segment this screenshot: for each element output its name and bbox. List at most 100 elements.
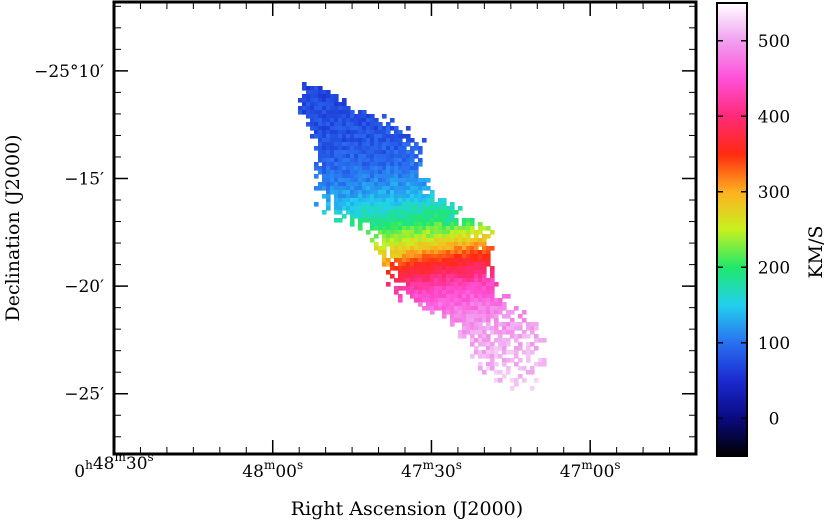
velocity-pixel bbox=[398, 222, 403, 227]
velocity-pixel bbox=[430, 194, 435, 199]
velocity-pixel bbox=[314, 146, 319, 151]
velocity-pixel bbox=[478, 278, 483, 283]
velocity-pixel bbox=[398, 134, 403, 139]
velocity-pixel bbox=[458, 226, 463, 231]
velocity-pixel bbox=[438, 234, 443, 239]
velocity-pixel bbox=[482, 278, 487, 283]
velocity-pixel bbox=[338, 186, 343, 191]
velocity-pixel bbox=[318, 106, 323, 111]
velocity-pixel bbox=[342, 194, 347, 199]
velocity-pixel bbox=[342, 162, 347, 167]
velocity-pixel bbox=[426, 210, 431, 215]
velocity-pixel bbox=[474, 242, 479, 247]
velocity-pixel bbox=[482, 274, 487, 279]
velocity-pixel bbox=[442, 202, 447, 207]
velocity-pixel bbox=[478, 286, 483, 291]
x-tick-label: 48m00s bbox=[242, 458, 303, 482]
velocity-pixel bbox=[438, 242, 443, 247]
velocity-pixel bbox=[386, 198, 391, 203]
velocity-pixel bbox=[434, 238, 439, 243]
velocity-pixel bbox=[382, 262, 387, 267]
velocity-pixel bbox=[346, 210, 351, 215]
velocity-pixel bbox=[458, 306, 463, 311]
velocity-pixel bbox=[362, 218, 367, 223]
velocity-pixel bbox=[314, 202, 319, 207]
velocity-pixel bbox=[446, 262, 451, 267]
velocity-pixel bbox=[322, 126, 327, 131]
velocity-pixel bbox=[430, 246, 435, 251]
velocity-pixel bbox=[334, 186, 339, 191]
velocity-pixel bbox=[350, 150, 355, 155]
velocity-pixel bbox=[470, 354, 475, 359]
velocity-pixel bbox=[414, 282, 419, 287]
velocity-pixel bbox=[326, 206, 331, 211]
velocity-pixel bbox=[362, 138, 367, 143]
velocity-pixel bbox=[374, 190, 379, 195]
velocity-pixel bbox=[462, 226, 467, 231]
velocity-pixel bbox=[370, 178, 375, 183]
velocity-pixel bbox=[402, 210, 407, 215]
velocity-pixel bbox=[462, 282, 467, 287]
velocity-pixel bbox=[514, 306, 519, 311]
velocity-pixel bbox=[446, 298, 451, 303]
velocity-map bbox=[298, 82, 547, 391]
velocity-pixel bbox=[386, 226, 391, 231]
velocity-pixel bbox=[410, 158, 415, 163]
velocity-pixel bbox=[434, 298, 439, 303]
velocity-pixel bbox=[414, 218, 419, 223]
velocity-pixel bbox=[386, 258, 391, 263]
velocity-pixel bbox=[418, 278, 423, 283]
velocity-pixel bbox=[402, 194, 407, 199]
velocity-pixel bbox=[302, 82, 307, 87]
velocity-pixel bbox=[346, 126, 351, 131]
velocity-pixel bbox=[358, 134, 363, 139]
velocity-pixel bbox=[366, 190, 371, 195]
velocity-pixel bbox=[406, 182, 411, 187]
velocity-pixel bbox=[450, 258, 455, 263]
velocity-pixel bbox=[322, 150, 327, 155]
velocity-pixel bbox=[430, 250, 435, 255]
velocity-pixel bbox=[390, 178, 395, 183]
velocity-pixel bbox=[490, 310, 495, 315]
velocity-pixel bbox=[406, 134, 411, 139]
velocity-pixel bbox=[454, 234, 459, 239]
velocity-pixel bbox=[406, 202, 411, 207]
velocity-pixel bbox=[494, 318, 499, 323]
velocity-pixel bbox=[350, 190, 355, 195]
velocity-pixel bbox=[386, 150, 391, 155]
velocity-pixel bbox=[390, 246, 395, 251]
velocity-pixel bbox=[422, 246, 427, 251]
velocity-pixel bbox=[414, 262, 419, 267]
velocity-pixel bbox=[438, 266, 443, 271]
velocity-pixel bbox=[362, 198, 367, 203]
velocity-pixel bbox=[426, 234, 431, 239]
velocity-pixel bbox=[414, 194, 419, 199]
velocity-pixel bbox=[334, 102, 339, 107]
velocity-pixel bbox=[454, 258, 459, 263]
velocity-pixel bbox=[326, 106, 331, 111]
velocity-pixel bbox=[338, 110, 343, 115]
velocity-pixel bbox=[402, 186, 407, 191]
velocity-pixel bbox=[386, 230, 391, 235]
velocity-pixel bbox=[434, 266, 439, 271]
velocity-pixel bbox=[522, 330, 527, 335]
velocity-pixel bbox=[366, 218, 371, 223]
velocity-pixel bbox=[446, 310, 451, 315]
velocity-pixel bbox=[466, 246, 471, 251]
velocity-pixel bbox=[506, 342, 511, 347]
velocity-pixel bbox=[378, 214, 383, 219]
velocity-pixel bbox=[474, 330, 479, 335]
velocity-pixel bbox=[374, 166, 379, 171]
velocity-pixel bbox=[418, 210, 423, 215]
velocity-pixel bbox=[390, 242, 395, 247]
velocity-pixel bbox=[322, 98, 327, 103]
velocity-pixel bbox=[358, 110, 363, 115]
velocity-pixel bbox=[502, 338, 507, 343]
velocity-pixel bbox=[438, 294, 443, 299]
velocity-pixel bbox=[338, 218, 343, 223]
velocity-pixel bbox=[354, 114, 359, 119]
velocity-pixel bbox=[466, 230, 471, 235]
velocity-pixel bbox=[478, 314, 483, 319]
velocity-pixel bbox=[334, 194, 339, 199]
velocity-pixel bbox=[482, 290, 487, 295]
